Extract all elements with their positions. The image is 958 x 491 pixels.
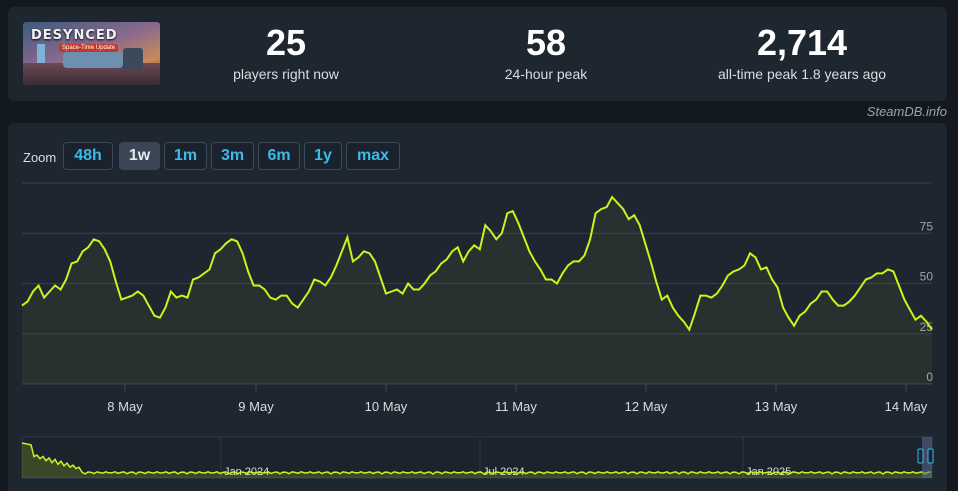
player-stats-panel: DESYNCED Space-Time Update 25 players ri…: [8, 7, 947, 101]
stat-label: players right now: [233, 66, 339, 82]
stat-value: 25: [265, 22, 307, 63]
stat-label: 24-hour peak: [504, 66, 588, 82]
game-update-badge: Space-Time Update: [59, 44, 119, 52]
game-logo: DESYNCED: [31, 28, 118, 43]
zoom-1m-button[interactable]: 1m: [164, 142, 207, 170]
zoom-48h-button[interactable]: 48h: [63, 142, 113, 170]
stat-current-players: 25 players right now: [196, 22, 376, 83]
zoom-1w-button[interactable]: 1w: [119, 142, 160, 170]
zoom-max-button[interactable]: max: [346, 142, 400, 170]
game-capsule-image[interactable]: DESYNCED Space-Time Update: [23, 22, 160, 85]
image-robot: [123, 48, 143, 70]
image-vehicle: [63, 52, 123, 68]
image-tower: [37, 44, 45, 74]
stat-24h-peak: 58 24-hour peak: [456, 22, 636, 83]
zoom-6m-button[interactable]: 6m: [258, 142, 300, 170]
zoom-label: Zoom: [23, 150, 57, 165]
steamdb-credit[interactable]: SteamDB.info: [866, 104, 947, 119]
stat-label: all-time peak 1.8 years ago: [717, 66, 887, 82]
zoom-3m-button[interactable]: 3m: [211, 142, 254, 170]
stat-all-time-peak: 2,714 all-time peak 1.8 years ago: [692, 22, 912, 83]
stat-value: 58: [525, 22, 567, 63]
zoom-1y-button[interactable]: 1y: [304, 142, 342, 170]
stat-value: 2,714: [756, 22, 848, 63]
chart-panel: Zoom 48h 1w 1m 3m 6m 1y max: [8, 123, 947, 491]
